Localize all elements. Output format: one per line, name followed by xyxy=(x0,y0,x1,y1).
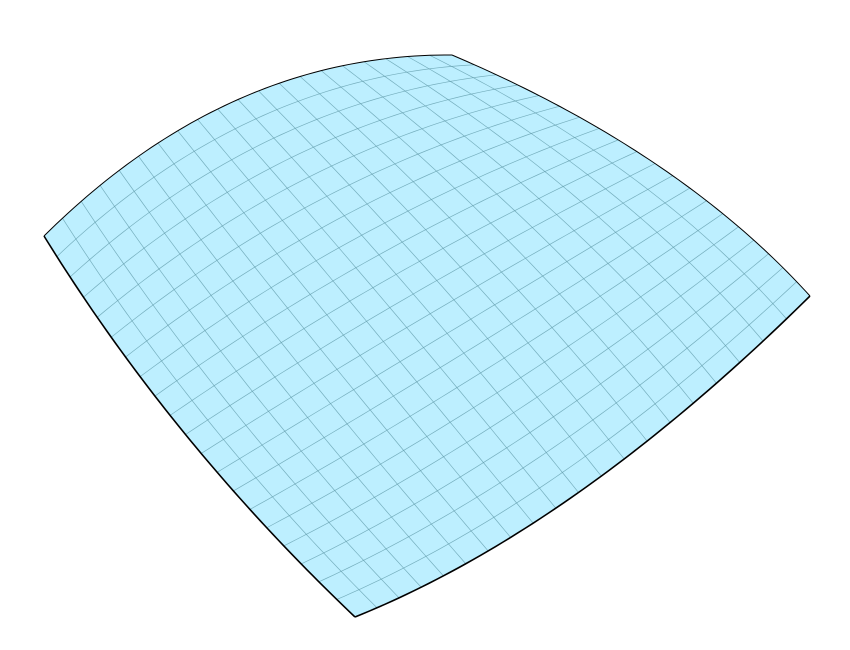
grid-line-v xyxy=(278,82,625,460)
grid-line-v xyxy=(138,156,467,564)
surface-edge-front-right xyxy=(354,295,811,618)
grid-line-v xyxy=(62,218,378,609)
grid-line-v xyxy=(99,185,422,588)
grid-line-v xyxy=(157,142,489,552)
grid-line-v xyxy=(299,76,648,442)
surface-grid-layer xyxy=(56,54,797,609)
grid-line-v xyxy=(118,170,444,577)
grid-line-v xyxy=(407,56,764,342)
grid-line-v xyxy=(363,61,717,384)
surface-edge-layer xyxy=(43,54,811,618)
grid-line-v xyxy=(237,99,579,493)
surface-fill xyxy=(44,55,810,617)
grid-line-v xyxy=(342,65,694,404)
grid-line-v xyxy=(197,119,534,524)
grid-line-v xyxy=(385,58,740,363)
grid-line-v xyxy=(320,70,671,423)
surface-fill-layer xyxy=(44,55,810,617)
grid-line-v xyxy=(429,54,787,320)
surface-edge-back-left xyxy=(43,54,452,237)
surface-edge-front-left xyxy=(43,235,356,618)
surface-edge-back-right xyxy=(451,54,811,297)
grid-line-v xyxy=(80,201,400,599)
grid-line-v xyxy=(217,108,557,509)
grid-line-v xyxy=(177,130,511,538)
grid-line-v xyxy=(258,90,602,477)
